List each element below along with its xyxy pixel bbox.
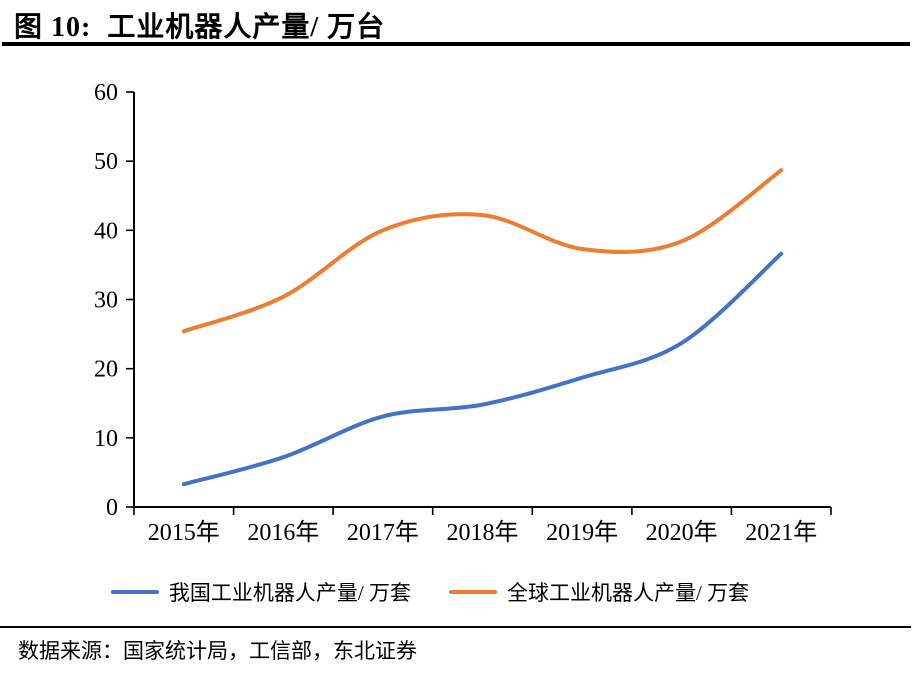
y-tick-label: 20 [94, 357, 118, 383]
y-tick-label: 30 [94, 288, 118, 314]
legend-label-global: 全球工业机器人产量/ 万套 [507, 581, 750, 605]
legend-swatch-global [449, 590, 497, 594]
y-tick-label: 0 [106, 495, 118, 521]
series-line-global [181, 168, 784, 334]
legend-swatch-china [110, 590, 159, 594]
y-tick-label: 10 [94, 426, 118, 452]
x-tick-label: 2016年 [247, 519, 319, 546]
title-divider [2, 42, 910, 46]
chart-canvas: 0 10 20 30 40 50 60 2015年 2016年 2017年 2018年 2019年 20… [94, 80, 832, 546]
x-tick-label: 2019年 [546, 519, 618, 546]
x-tick-label: 2018年 [447, 519, 519, 546]
y-tick-label: 40 [94, 218, 118, 244]
figure-caption: 图 10: 工业机器人产量/ 万台 [14, 12, 386, 43]
footer-divider [0, 626, 911, 628]
y-tick-label: 50 [94, 149, 118, 175]
x-tick-label: 2017年 [347, 519, 419, 546]
chart-legend: 我国工业机器人产量/ 万套 全球工业机器人产量/ 万套 [0, 577, 860, 607]
x-tick-label: 2020年 [646, 519, 718, 546]
series-line-china [181, 251, 784, 487]
legend-label-china: 我国工业机器人产量/ 万套 [168, 581, 411, 605]
legend-item-global: 全球工业机器人产量/ 万套 [449, 577, 749, 607]
x-tick-label: 2021年 [745, 519, 817, 546]
legend-item-china: 我国工业机器人产量/ 万套 [110, 577, 411, 607]
x-tick-label: 2015年 [148, 519, 220, 546]
y-tick-label: 60 [94, 80, 118, 106]
data-source-note: 数据来源：国家统计局，工信部，东北证券 [18, 639, 417, 663]
